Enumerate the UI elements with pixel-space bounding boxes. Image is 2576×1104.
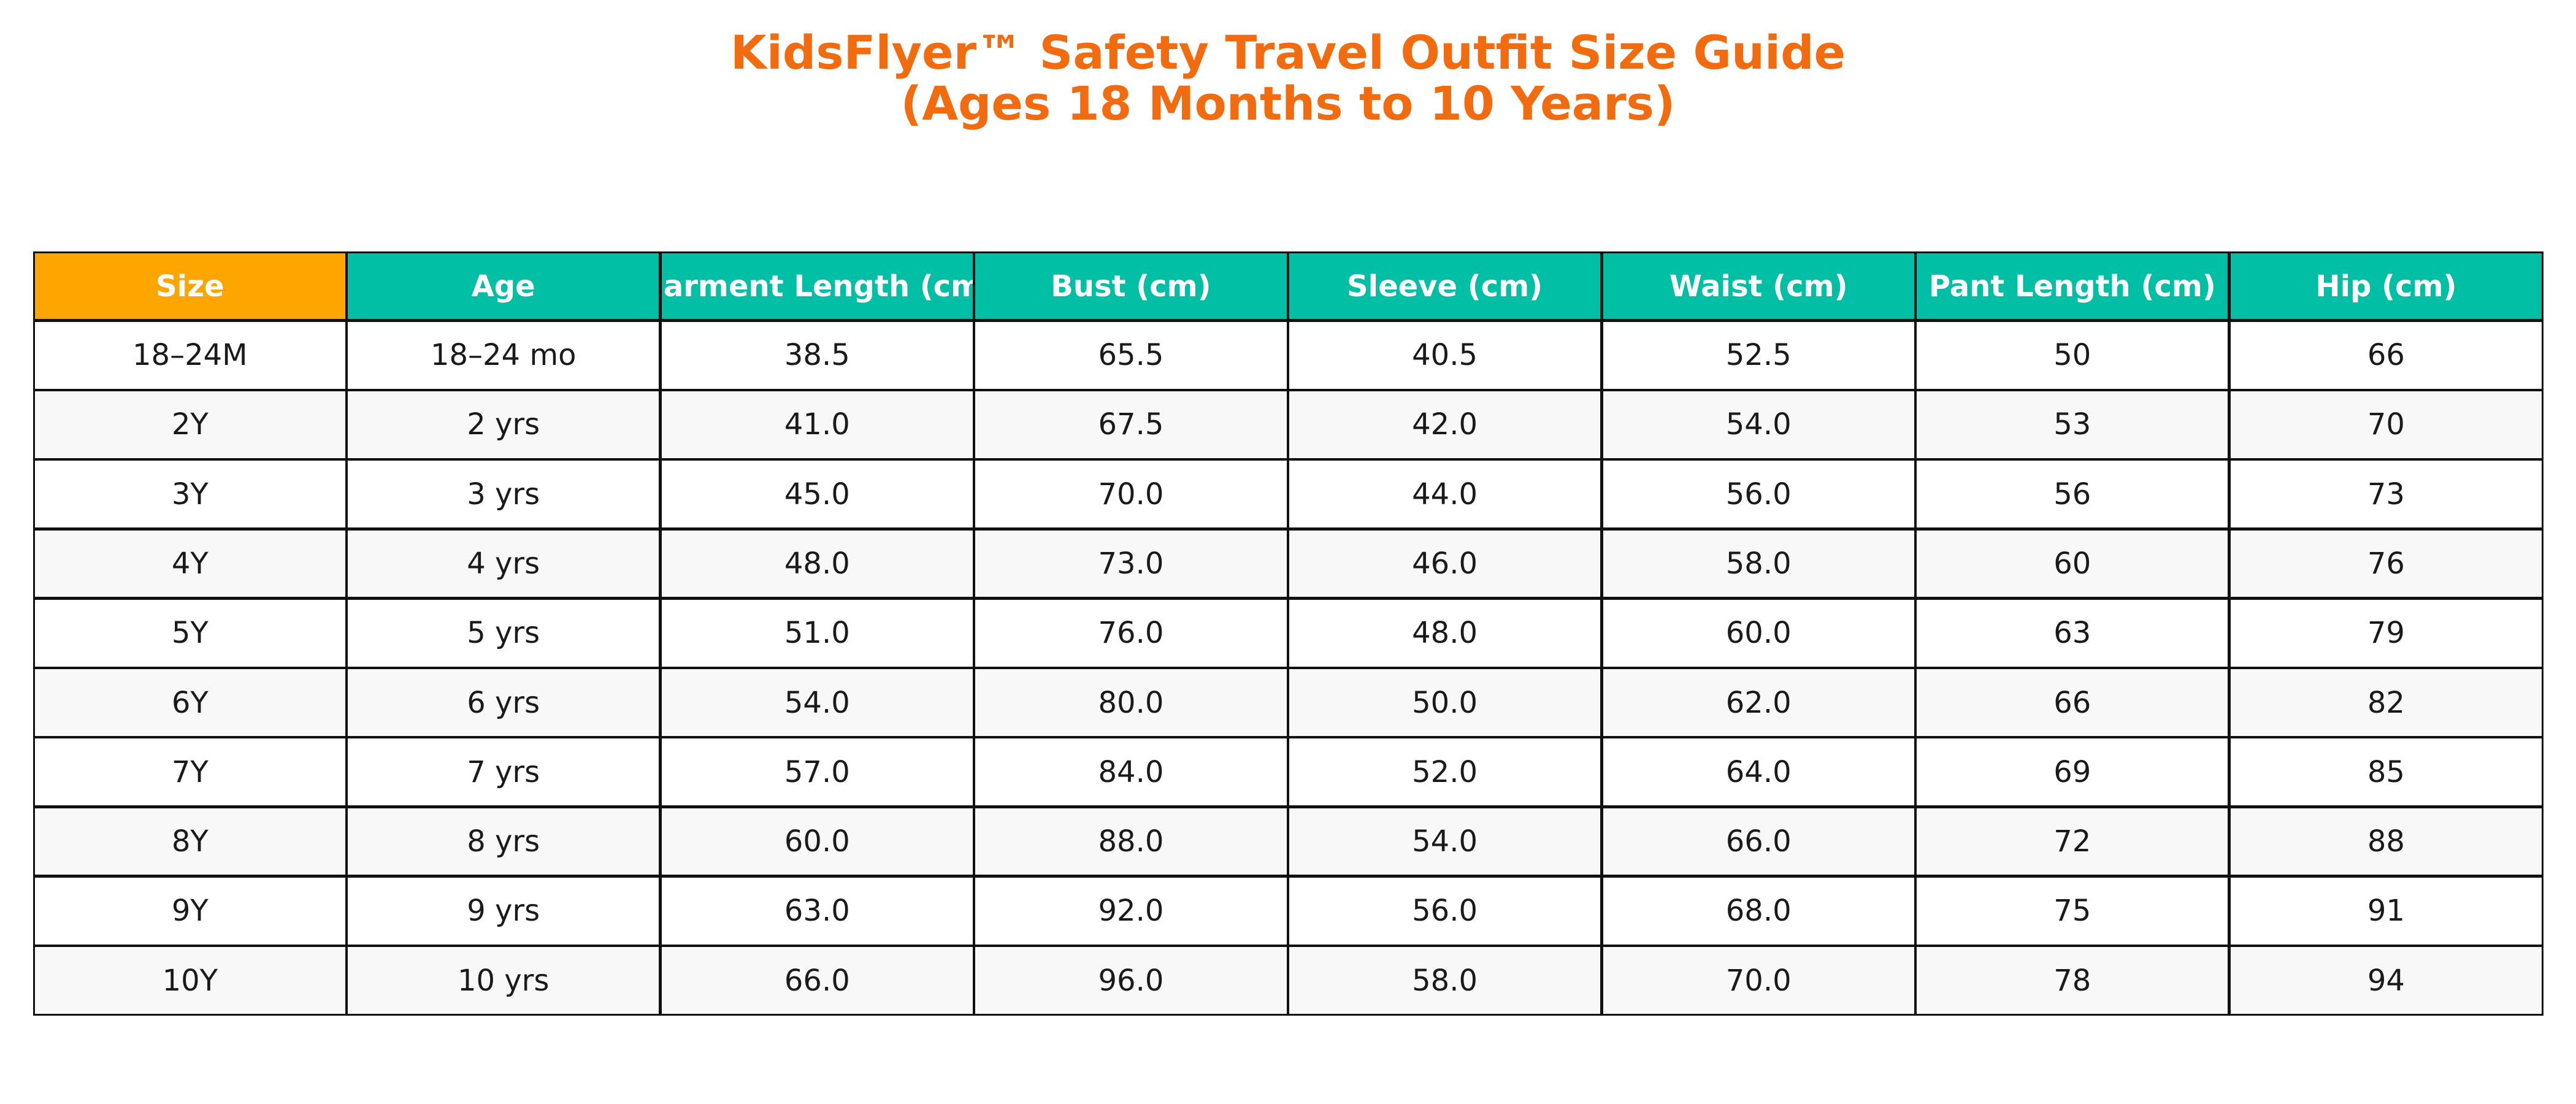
- table-cell: 58.0: [1601, 528, 1916, 599]
- table-cell: 6Y: [33, 667, 347, 738]
- table-cell: 60: [1915, 528, 2230, 599]
- table-cell: 45.0: [659, 459, 975, 530]
- table-cell: 8Y: [33, 806, 347, 877]
- column-header: Garment Length (cm): [659, 251, 975, 321]
- size-table: SizeAgeGarment Length (cm)Bust (cm)Sleev…: [33, 251, 2543, 1016]
- table-cell: 70.0: [1601, 945, 1916, 1016]
- table-cell: 88.0: [973, 806, 1289, 877]
- table-cell: 46.0: [1287, 528, 1603, 599]
- table-cell: 92.0: [973, 875, 1289, 946]
- column-header: Hip (cm): [2228, 251, 2543, 321]
- table-cell: 54.0: [1287, 806, 1603, 877]
- table-cell: 66: [2228, 320, 2543, 391]
- table-cell: 85: [2228, 737, 2543, 808]
- table-cell: 10 yrs: [346, 945, 661, 1016]
- table-cell: 10Y: [33, 945, 347, 1016]
- table-cell: 66.0: [659, 945, 975, 1016]
- table-cell: 66.0: [1601, 806, 1916, 877]
- table-cell: 60.0: [659, 806, 975, 877]
- table-cell: 73.0: [973, 528, 1289, 599]
- table-cell: 9 yrs: [346, 875, 661, 946]
- table-cell: 7 yrs: [346, 737, 661, 808]
- table-cell: 82: [2228, 667, 2543, 738]
- table-cell: 6 yrs: [346, 667, 661, 738]
- table-cell: 54.0: [1601, 389, 1916, 460]
- column-header: Size: [33, 251, 347, 321]
- table-cell: 40.5: [1287, 320, 1603, 391]
- column-header: Age: [346, 251, 661, 321]
- table-cell: 79: [2228, 597, 2543, 669]
- table-cell: 4 yrs: [346, 528, 661, 599]
- table-cell: 91: [2228, 875, 2543, 946]
- table-cell: 63: [1915, 597, 2230, 669]
- table-cell: 76.0: [973, 597, 1289, 669]
- table-cell: 41.0: [659, 389, 975, 460]
- table-cell: 52.0: [1287, 737, 1603, 808]
- table-cell: 50.0: [1287, 667, 1603, 738]
- table-cell: 72: [1915, 806, 2230, 877]
- table-cell: 80.0: [973, 667, 1289, 738]
- table-cell: 51.0: [659, 597, 975, 669]
- table-cell: 3 yrs: [346, 459, 661, 530]
- table-cell: 56: [1915, 459, 2230, 530]
- table-cell: 62.0: [1601, 667, 1916, 738]
- table-cell: 70: [2228, 389, 2543, 460]
- title-line: (Ages 18 Months to 10 Years): [900, 76, 1676, 131]
- table-cell: 9Y: [33, 875, 347, 946]
- table-cell: 58.0: [1287, 945, 1603, 1016]
- column-header: Bust (cm): [973, 251, 1289, 321]
- column-header: Sleeve (cm): [1287, 251, 1603, 321]
- table-cell: 96.0: [973, 945, 1289, 1016]
- table-cell: 2 yrs: [346, 389, 661, 460]
- table-cell: 48.0: [659, 528, 975, 599]
- table-cell: 66: [1915, 667, 2230, 738]
- table-cell: 56.0: [1287, 875, 1603, 946]
- table-cell: 38.5: [659, 320, 975, 391]
- table-cell: 57.0: [659, 737, 975, 808]
- table-cell: 2Y: [33, 389, 347, 460]
- table-cell: 54.0: [659, 667, 975, 738]
- table-cell: 76: [2228, 528, 2543, 599]
- table-cell: 8 yrs: [346, 806, 661, 877]
- table-cell: 42.0: [1287, 389, 1603, 460]
- table-cell: 69: [1915, 737, 2230, 808]
- table-cell: 4Y: [33, 528, 347, 599]
- table-cell: 68.0: [1601, 875, 1916, 946]
- table-cell: 44.0: [1287, 459, 1603, 530]
- table-cell: 63.0: [659, 875, 975, 946]
- table-cell: 84.0: [973, 737, 1289, 808]
- column-header: Waist (cm): [1601, 251, 1916, 321]
- table-cell: 18–24M: [33, 320, 347, 391]
- table-cell: 52.5: [1601, 320, 1916, 391]
- table-cell: 94: [2228, 945, 2543, 1016]
- table-cell: 88: [2228, 806, 2543, 877]
- table-cell: 7Y: [33, 737, 347, 808]
- table-cell: 75: [1915, 875, 2230, 946]
- column-header: Pant Length (cm): [1915, 251, 2230, 321]
- table-cell: 53: [1915, 389, 2230, 460]
- table-cell: 5Y: [33, 597, 347, 669]
- table-cell: 73: [2228, 459, 2543, 530]
- table-cell: 78: [1915, 945, 2230, 1016]
- table-cell: 56.0: [1601, 459, 1916, 530]
- table-cell: 65.5: [973, 320, 1289, 391]
- table-cell: 60.0: [1601, 597, 1916, 669]
- table-cell: 18–24 mo: [346, 320, 661, 391]
- title-line: KidsFlyer™ Safety Travel Outfit Size Gui…: [730, 25, 1846, 80]
- table-cell: 48.0: [1287, 597, 1603, 669]
- table-cell: 50: [1915, 320, 2230, 391]
- table-cell: 5 yrs: [346, 597, 661, 669]
- table-cell: 70.0: [973, 459, 1289, 530]
- table-cell: 67.5: [973, 389, 1289, 460]
- table-cell: 64.0: [1601, 737, 1916, 808]
- table-cell: 3Y: [33, 459, 347, 530]
